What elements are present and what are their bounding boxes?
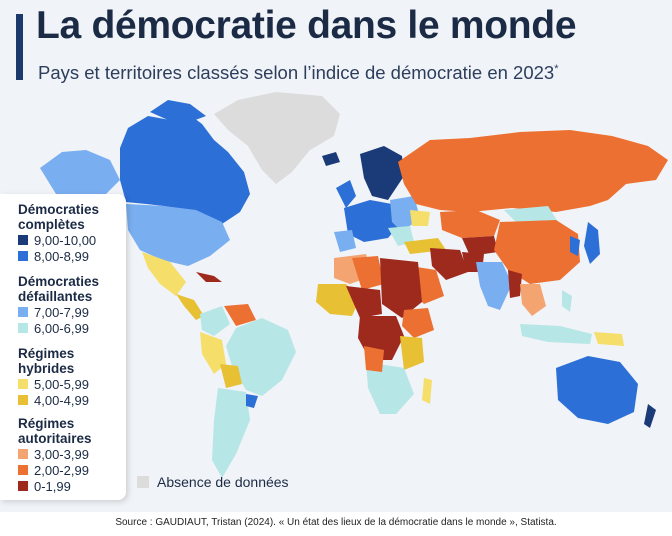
legend-no-data-label: Absence de données (157, 474, 289, 490)
region-russia (398, 130, 668, 212)
legend-group-title: Démocraties (18, 202, 100, 217)
region-new-zealand (644, 404, 656, 428)
region-brazil (226, 318, 296, 396)
region-balkans (388, 226, 414, 246)
legend-swatch (18, 395, 28, 405)
region-sahel (346, 286, 382, 318)
region-colombia (200, 306, 230, 336)
region-iran (430, 248, 468, 280)
region-peru (200, 332, 226, 374)
legend-item-label: 5,00-5,99 (34, 376, 89, 392)
region-philippines (562, 290, 572, 312)
region-mexico (142, 252, 186, 296)
infographic-card: La démocratie dans le monde Pays et terr… (0, 0, 672, 512)
region-central-asia (462, 236, 498, 256)
region-kazakhstan (440, 210, 500, 238)
legend-swatch (18, 235, 28, 245)
legend-item-label: 9,00-10,00 (34, 232, 97, 248)
region-southeast-asia (520, 284, 546, 316)
legend-swatch (18, 251, 28, 261)
legend-group-title: autoritaires (18, 431, 92, 446)
page-subtitle: Pays et territoires classés selon l’indi… (38, 62, 559, 84)
region-uruguay (246, 394, 258, 408)
region-central-america (176, 294, 204, 320)
legend-group-hybrid-regimes: Régimes hybrides 5,00-5,99 4,00-4,99 (18, 346, 89, 408)
legend-swatch (18, 307, 28, 317)
legend-group-title: complètes (18, 217, 85, 232)
legend-item: 5,00-5,99 (18, 376, 89, 392)
region-arctic-islands (150, 100, 206, 122)
legend-item: 8,00-8,99 (18, 248, 99, 264)
source-caption: Source : GAUDIAUT, Tristan (2024). « Un … (115, 517, 557, 528)
legend-group-title: Régimes (18, 346, 75, 361)
page-title: La démocratie dans le monde (36, 4, 577, 47)
region-korea (570, 236, 580, 256)
legend-no-data: Absence de données (137, 474, 289, 490)
legend-group-title: défaillantes (18, 289, 93, 304)
legend-group-full-democracies: Démocraties complètes 9,00-10,00 8,00-8,… (18, 202, 99, 264)
region-papua (594, 332, 624, 346)
subtitle-footnote-mark: * (554, 62, 559, 75)
legend-swatch (18, 465, 28, 475)
region-ukraine (410, 210, 430, 226)
region-angola (364, 346, 384, 372)
region-madagascar (422, 378, 432, 404)
legend-item: 3,00-3,99 (18, 446, 92, 462)
legend-swatch (18, 449, 28, 459)
legend-item-label: 3,00-3,99 (34, 446, 89, 462)
legend-group-title: hybrides (18, 361, 75, 376)
legend-item-label: 6,00-6,99 (34, 320, 89, 336)
region-uk-ireland (336, 180, 356, 208)
legend-item: 9,00-10,00 (18, 232, 99, 248)
region-libya-sudan (380, 258, 422, 318)
legend-group-title: Démocraties (18, 274, 100, 289)
region-western-europe (344, 200, 402, 242)
region-algeria (352, 256, 384, 290)
subtitle-text: Pays et territoires classés selon l’indi… (38, 62, 555, 83)
region-argentina-chile (212, 388, 250, 478)
legend-item: 0-1,99 (18, 478, 92, 494)
legend-item: 6,00-6,99 (18, 320, 99, 336)
region-china (494, 220, 580, 284)
legend-item-label: 8,00-8,99 (34, 248, 89, 264)
region-india (476, 262, 512, 310)
legend-group-title: Régimes (18, 416, 75, 431)
region-greenland (214, 92, 340, 184)
world-map (40, 92, 668, 478)
region-southern-africa (366, 362, 414, 414)
region-iberia (334, 230, 356, 252)
region-ethiopia (402, 308, 434, 338)
region-iceland (322, 152, 340, 166)
legend-item-label: 7,00-7,99 (34, 304, 89, 320)
legend-item: 4,00-4,99 (18, 392, 89, 408)
legend-group-flawed-democracies: Démocraties défaillantes 7,00-7,99 6,00-… (18, 274, 99, 336)
region-indonesia (520, 324, 592, 344)
legend-group-authoritarian-regimes: Régimes autoritaires 3,00-3,99 2,00-2,99… (18, 416, 92, 494)
region-canada (120, 112, 250, 224)
legend-item-label: 4,00-4,99 (34, 392, 89, 408)
legend-swatch (18, 481, 28, 491)
legend-swatch (18, 323, 28, 333)
region-myanmar (508, 270, 522, 298)
legend-item-label: 2,00-2,99 (34, 462, 89, 478)
legend-item-label: 0-1,99 (34, 478, 71, 494)
region-scandinavia (360, 146, 404, 200)
region-cuba (196, 272, 222, 282)
legend-item: 7,00-7,99 (18, 304, 99, 320)
region-venezuela (224, 304, 256, 326)
region-usa (126, 204, 230, 266)
region-japan (584, 222, 600, 264)
legend-swatch (18, 379, 28, 389)
legend-item: 2,00-2,99 (18, 462, 92, 478)
title-accent-bar (16, 14, 23, 80)
region-alaska (40, 150, 120, 200)
region-australia (556, 356, 638, 424)
region-bolivia (220, 364, 242, 388)
legend-swatch (137, 476, 149, 488)
legend-panel: Démocraties complètes 9,00-10,00 8,00-8,… (0, 194, 126, 500)
region-east-africa (400, 336, 424, 370)
